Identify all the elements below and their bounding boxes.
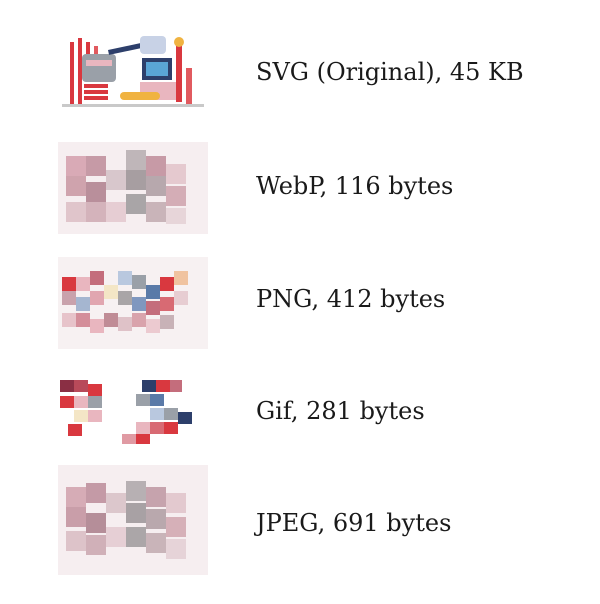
pixelated-webp-image [58,142,208,234]
format-label: JPEG, 691 bytes [256,509,452,537]
pixelated-png-image [58,257,208,349]
gif-thumbnail [58,372,208,464]
png-thumbnail [58,257,208,349]
format-label: PNG, 412 bytes [256,285,446,313]
machine-illustration [62,36,204,107]
svg-original-thumbnail [58,28,208,120]
pixelated-jpeg-image [58,465,208,575]
jpeg-thumbnail [58,465,208,575]
format-label: Gif, 281 bytes [256,397,425,425]
format-label: WebP, 116 bytes [256,172,454,200]
pixelated-gif-image [60,380,192,444]
format-label: SVG (Original), 45 KB [256,58,524,86]
webp-thumbnail [58,142,208,234]
